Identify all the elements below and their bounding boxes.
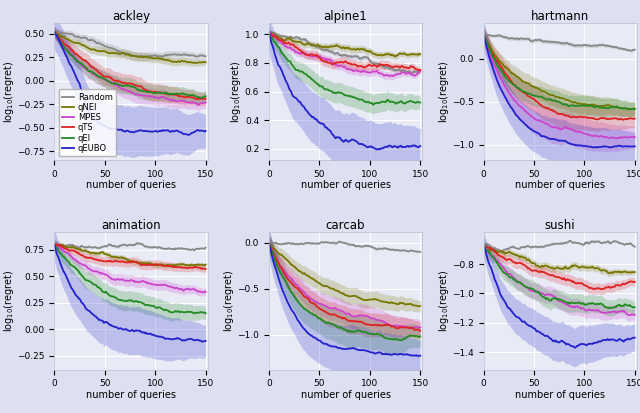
Legend: Random, qNEI, MPES, qTS, qEI, qEUBO: Random, qNEI, MPES, qTS, qEI, qEUBO bbox=[59, 89, 116, 156]
X-axis label: number of queries: number of queries bbox=[515, 180, 605, 190]
X-axis label: number of queries: number of queries bbox=[301, 180, 390, 190]
Title: alpine1: alpine1 bbox=[324, 10, 367, 23]
Y-axis label: log$_{10}$(regret): log$_{10}$(regret) bbox=[230, 60, 243, 123]
Y-axis label: log$_{10}$(regret): log$_{10}$(regret) bbox=[436, 269, 451, 332]
Y-axis label: log$_{10}$(regret): log$_{10}$(regret) bbox=[2, 269, 16, 332]
X-axis label: number of queries: number of queries bbox=[86, 180, 176, 190]
Title: animation: animation bbox=[101, 219, 161, 232]
Title: sushi: sushi bbox=[545, 219, 575, 232]
Y-axis label: log$_{10}$(regret): log$_{10}$(regret) bbox=[436, 60, 451, 123]
Title: carcab: carcab bbox=[326, 219, 365, 232]
X-axis label: number of queries: number of queries bbox=[301, 390, 390, 400]
Y-axis label: log$_{10}$(regret): log$_{10}$(regret) bbox=[222, 269, 236, 332]
X-axis label: number of queries: number of queries bbox=[86, 390, 176, 400]
Title: hartmann: hartmann bbox=[531, 10, 589, 23]
X-axis label: number of queries: number of queries bbox=[515, 390, 605, 400]
Title: ackley: ackley bbox=[112, 10, 150, 23]
Y-axis label: log$_{10}$(regret): log$_{10}$(regret) bbox=[2, 60, 15, 123]
